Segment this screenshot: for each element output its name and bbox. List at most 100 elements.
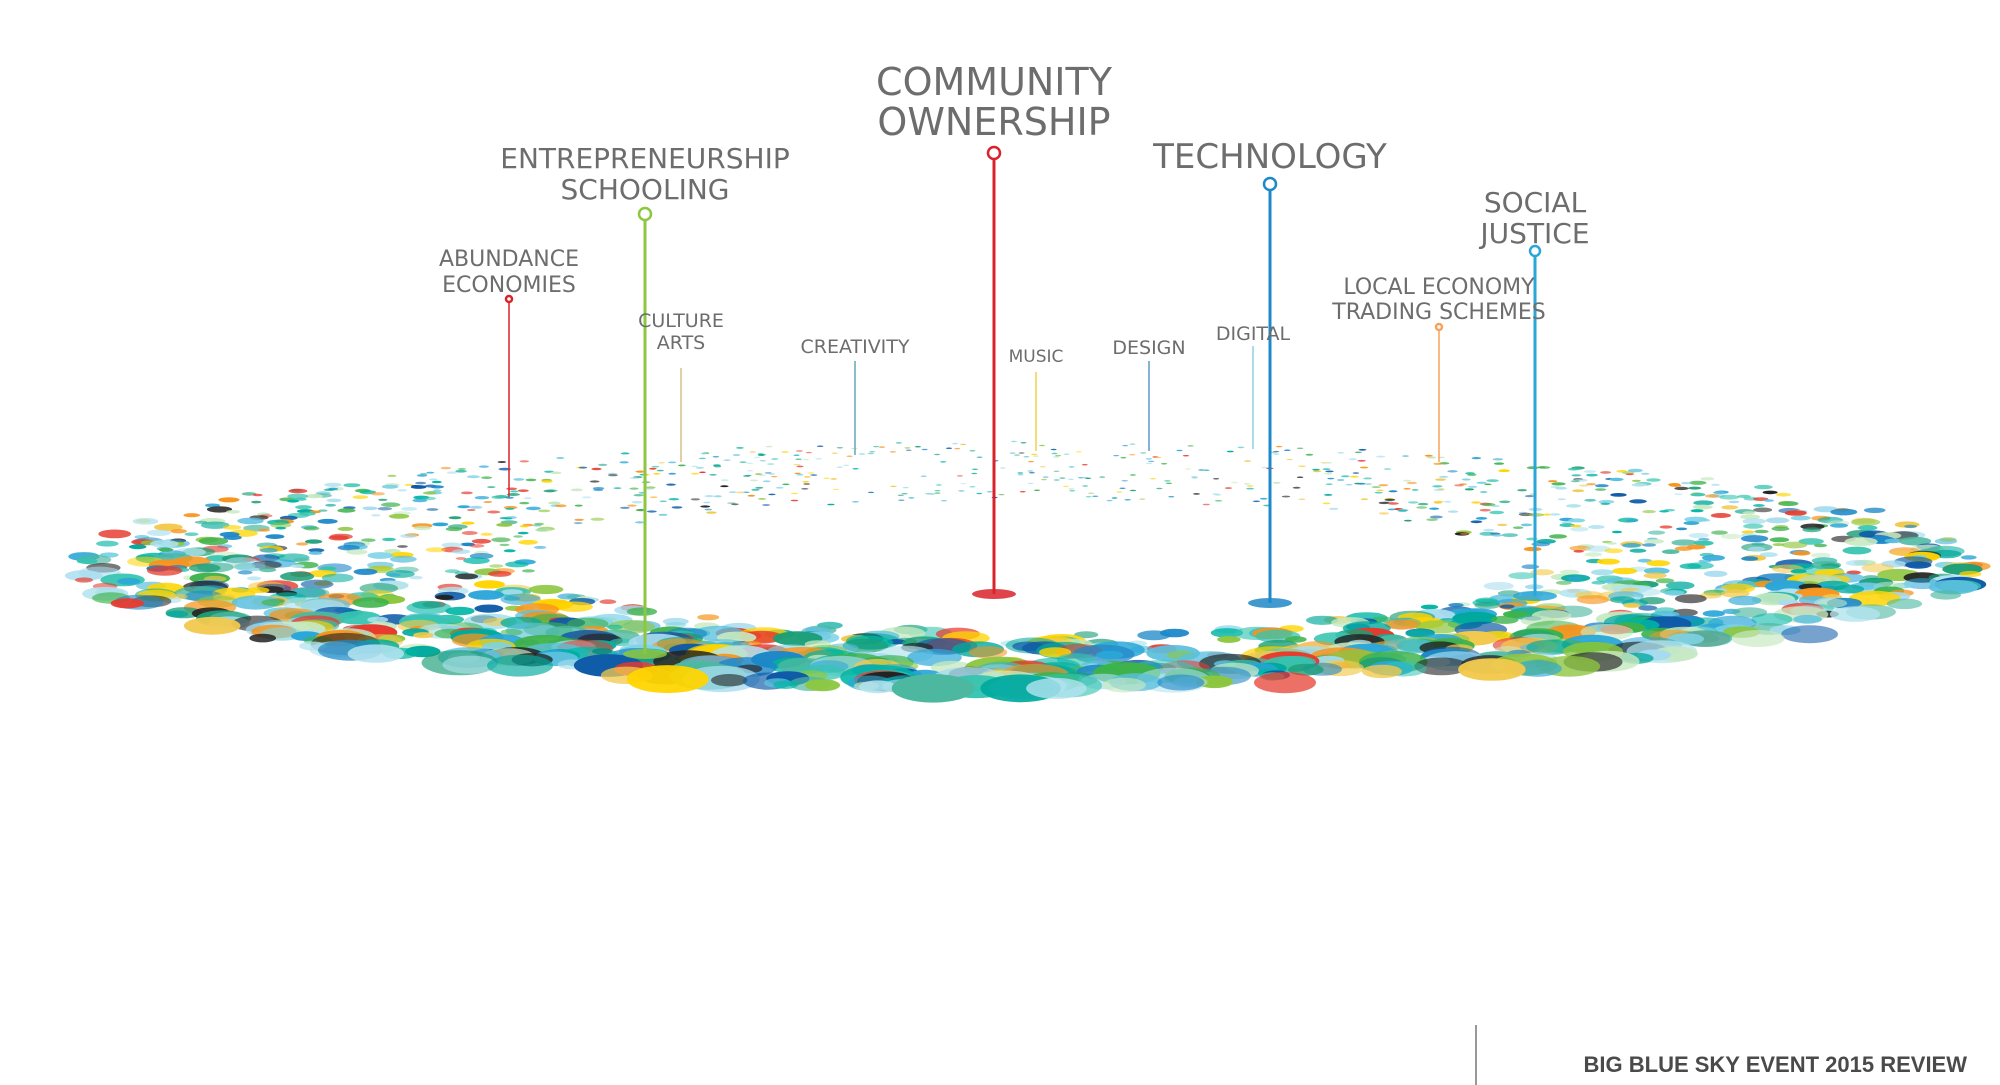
- idea-dot: [1360, 498, 1369, 501]
- idea-dot: [452, 549, 471, 554]
- idea-dot: [445, 527, 463, 532]
- idea-cloud: [64, 440, 1991, 703]
- idea-dot: [432, 489, 442, 492]
- idea-dot: [1051, 452, 1058, 455]
- idea-dot: [908, 497, 915, 499]
- idea-dot: [555, 601, 593, 612]
- idea-dot: [775, 486, 784, 489]
- idea-dot: [1129, 454, 1136, 456]
- idea-dot: [1702, 610, 1725, 617]
- idea-dot: [346, 549, 368, 555]
- idea-dot: [1210, 628, 1244, 638]
- idea-dot: [771, 458, 779, 460]
- idea-dot: [441, 542, 463, 548]
- idea-dot: [1433, 488, 1444, 492]
- idea-dot: [635, 470, 646, 473]
- idea-dot: [1433, 462, 1443, 465]
- idea-dot: [1584, 552, 1603, 557]
- idea-dot: [1376, 455, 1386, 458]
- idea-dot: [858, 680, 897, 694]
- idea-dot: [700, 505, 711, 508]
- idea-dot: [659, 500, 667, 503]
- idea-dot: [1283, 449, 1291, 451]
- idea-dot: [1548, 480, 1558, 483]
- idea-dot: [287, 499, 299, 503]
- topic-label: ECONOMIES: [442, 273, 576, 298]
- idea-dot: [1499, 500, 1511, 504]
- idea-dot: [1157, 674, 1205, 691]
- idea-dot: [412, 498, 428, 503]
- idea-dot: [665, 622, 687, 628]
- idea-dot: [370, 514, 381, 517]
- idea-dot: [1063, 453, 1070, 455]
- idea-dot: [842, 464, 850, 466]
- idea-dot: [1475, 517, 1488, 520]
- idea-dot: [767, 463, 775, 465]
- pin-head: [1528, 244, 1542, 258]
- idea-dot: [388, 513, 410, 519]
- idea-dot: [1520, 523, 1533, 527]
- idea-dot: [851, 501, 860, 503]
- idea-dot: [762, 504, 771, 506]
- idea-dot: [976, 492, 983, 495]
- idea-dot: [491, 537, 511, 543]
- idea-dot: [532, 524, 542, 527]
- idea-dot: [793, 454, 800, 456]
- idea-dot: [147, 565, 183, 576]
- idea-dot: [1039, 466, 1046, 468]
- idea-dot: [999, 467, 1006, 469]
- idea-dot: [1193, 493, 1200, 495]
- idea-dot: [1466, 473, 1477, 476]
- idea-dot: [1414, 657, 1469, 676]
- idea-dot: [796, 465, 804, 468]
- idea-dot: [445, 606, 475, 616]
- idea-dot: [889, 451, 897, 453]
- idea-dot: [1643, 567, 1670, 575]
- idea-dot: [1830, 508, 1858, 516]
- idea-dot: [1740, 514, 1761, 520]
- idea-dot: [629, 487, 639, 490]
- idea-dot: [878, 446, 886, 448]
- idea-dot: [1376, 489, 1384, 492]
- idea-dot: [506, 493, 520, 496]
- idea-dot: [954, 447, 961, 450]
- idea-dot: [1085, 477, 1092, 479]
- idea-dot: [1776, 492, 1791, 497]
- idea-dot: [830, 478, 838, 480]
- idea-dot: [574, 518, 584, 521]
- idea-dot: [499, 543, 510, 547]
- idea-dot: [1429, 507, 1440, 510]
- idea-dot: [1802, 527, 1822, 533]
- idea-dot: [1688, 486, 1702, 490]
- idea-dot: [517, 489, 529, 493]
- idea-dot: [76, 558, 98, 564]
- idea-dot: [1426, 456, 1437, 459]
- idea-dot: [1312, 468, 1320, 471]
- idea-dot: [523, 497, 532, 500]
- idea-dot: [1765, 517, 1790, 524]
- idea-dot: [1681, 481, 1691, 485]
- idea-dot: [1763, 499, 1775, 502]
- idea-dot: [732, 454, 741, 456]
- idea-dot: [1690, 492, 1706, 497]
- idea-dot: [198, 537, 229, 545]
- idea-dot: [805, 451, 812, 454]
- idea-dot: [1659, 525, 1673, 529]
- idea-dot: [1595, 488, 1607, 491]
- idea-dot: [1129, 474, 1136, 476]
- idea-dot: [367, 552, 394, 559]
- idea-dot: [764, 472, 772, 474]
- idea-dot: [1385, 619, 1420, 630]
- idea-dot: [461, 531, 478, 535]
- idea-dot: [1040, 478, 1047, 481]
- idea-dot: [1168, 496, 1175, 498]
- idea-dot: [736, 491, 745, 494]
- topic-label: ENTREPRENEURSHIP: [500, 142, 789, 175]
- idea-dot: [773, 680, 799, 689]
- idea-dot: [1483, 528, 1495, 532]
- idea-dot: [1669, 484, 1682, 487]
- idea-dot: [154, 523, 183, 531]
- idea-dot: [1572, 489, 1585, 493]
- idea-dot: [146, 529, 171, 536]
- idea-dot: [1679, 563, 1702, 570]
